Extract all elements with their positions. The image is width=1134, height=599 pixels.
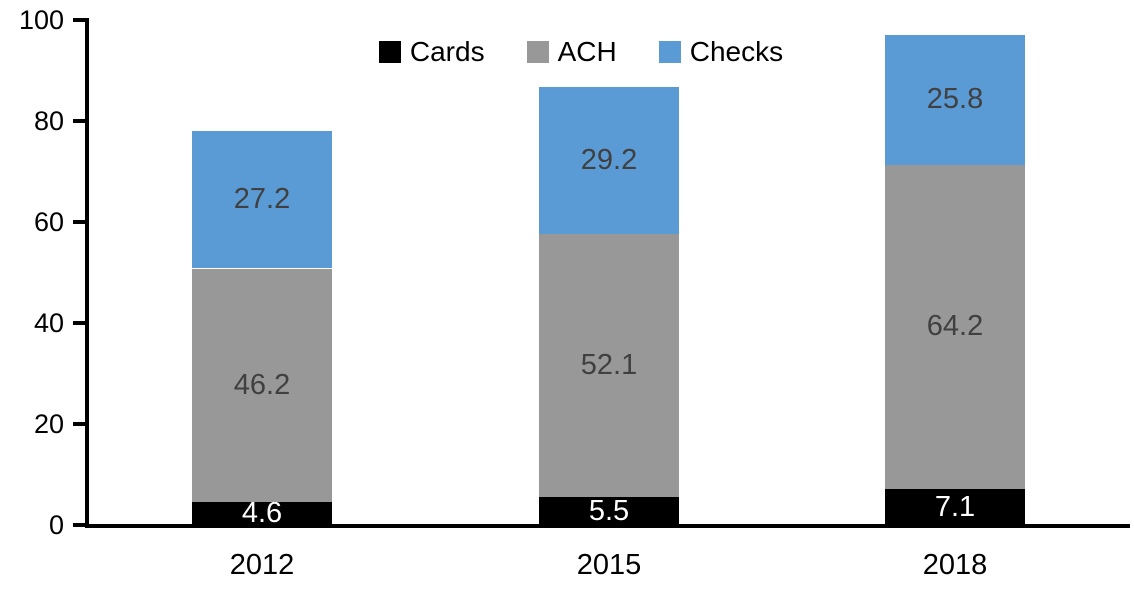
legend-label: ACH [557, 36, 617, 67]
x-axis-line [85, 524, 1130, 528]
legend-label: Checks [689, 36, 784, 67]
bar-segment-checks: 25.8 [885, 34, 1025, 165]
y-tick-label: 0 [48, 510, 64, 540]
bar-segment-ach: 46.2 [192, 268, 332, 502]
y-tick-label: 20 [33, 409, 64, 439]
data-label: 27.2 [233, 183, 291, 216]
data-label: 46.2 [233, 368, 291, 401]
legend: Cards ACH Checks [14, 38, 1134, 66]
legend-item-ach: ACH [526, 36, 617, 67]
data-label: 25.8 [926, 83, 984, 116]
data-label: 52.1 [580, 349, 638, 382]
bar-segment-cards: 5.5 [539, 494, 679, 527]
legend-swatch-cards [378, 41, 401, 63]
legend-swatch-checks [658, 41, 681, 63]
bar-segment-cards: 7.1 [885, 489, 1025, 525]
bar-segment-ach: 64.2 [885, 164, 1025, 490]
data-label: 29.2 [580, 143, 638, 176]
legend-label: Cards [409, 36, 485, 67]
bar-segment-checks: 29.2 [539, 86, 679, 235]
data-label: 64.2 [926, 310, 984, 343]
y-tick-label: 60 [33, 207, 64, 237]
x-category-label-2018: 2018 [922, 549, 988, 581]
legend-item-cards: Cards [378, 36, 485, 67]
y-axis-tick [73, 220, 85, 224]
bar-segment-cards: 4.6 [192, 496, 332, 529]
y-tick-label: 80 [33, 106, 64, 136]
y-axis-line [85, 18, 89, 528]
y-axis-tick [73, 119, 85, 123]
data-label: 4.6 [241, 496, 283, 529]
y-tick-label: 100 [18, 5, 64, 35]
x-category-label-2012: 2012 [229, 549, 295, 581]
data-label: 5.5 [588, 494, 630, 527]
y-axis-tick [73, 422, 85, 426]
bar-segment-checks: 27.2 [192, 131, 332, 269]
legend-item-checks: Checks [658, 36, 784, 67]
y-axis-tick [73, 321, 85, 325]
legend-swatch-ach [526, 41, 549, 63]
y-tick-label: 40 [33, 308, 64, 338]
bar-segment-ach: 52.1 [539, 234, 679, 498]
y-axis-tick [73, 523, 85, 527]
y-axis-tick [73, 18, 85, 22]
x-category-label-2015: 2015 [576, 549, 642, 581]
data-label: 7.1 [934, 490, 976, 523]
